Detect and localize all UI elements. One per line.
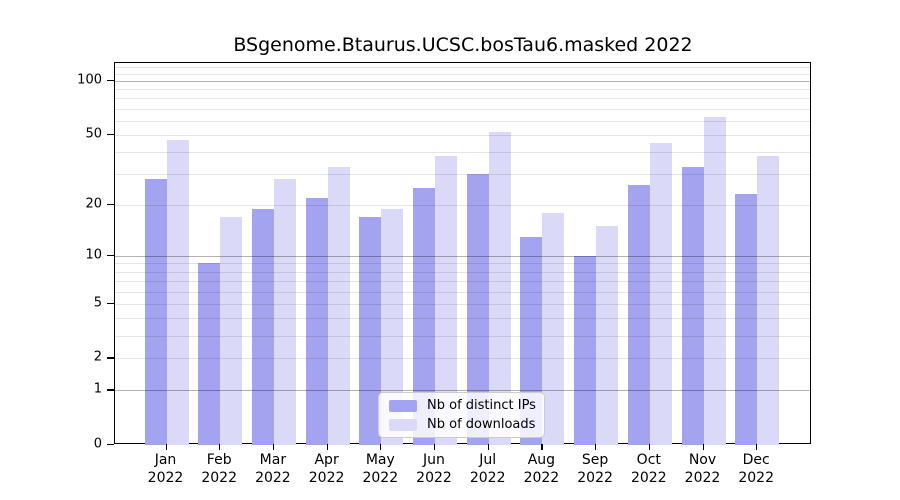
legend-item-downloads: Nb of downloads bbox=[389, 417, 536, 432]
x-tick-label-oct: Oct 2022 bbox=[630, 452, 667, 486]
x-tick-dec bbox=[756, 444, 758, 450]
y-tick-label-10: 10 bbox=[85, 247, 102, 263]
gridline-70 bbox=[115, 108, 810, 110]
gridline-5 bbox=[115, 303, 810, 305]
bar-distinct-ips-sep bbox=[574, 255, 597, 445]
legend-item-distinct-ips: Nb of distinct IPs bbox=[389, 398, 536, 413]
bar-downloads-mar bbox=[273, 179, 296, 445]
y-tick-label-2: 2 bbox=[93, 349, 102, 365]
bar-downloads-aug bbox=[542, 212, 565, 445]
y-tick-20 bbox=[107, 203, 114, 206]
bar-downloads-oct bbox=[649, 143, 672, 445]
x-tick-label-nov: Nov 2022 bbox=[684, 452, 721, 486]
x-tick-label-aug: Aug 2022 bbox=[523, 452, 560, 486]
gridline-4 bbox=[115, 318, 810, 320]
gridline-9 bbox=[115, 263, 810, 265]
x-tick-aug bbox=[541, 444, 543, 450]
gridline-2 bbox=[115, 358, 810, 360]
x-tick-apr bbox=[326, 444, 328, 450]
bar-downloads-jul bbox=[488, 131, 511, 445]
gridline-20 bbox=[115, 204, 810, 206]
bar-distinct-ips-may bbox=[359, 217, 382, 445]
bar-downloads-sep bbox=[596, 226, 619, 445]
x-tick-feb bbox=[219, 444, 221, 450]
x-tick-nov bbox=[702, 444, 704, 450]
gridline-30 bbox=[115, 174, 810, 176]
y-tick-label-100: 100 bbox=[77, 72, 102, 88]
plot-area bbox=[114, 62, 811, 445]
gridline-40 bbox=[115, 152, 810, 154]
x-tick-label-jan: Jan 2022 bbox=[147, 452, 184, 486]
x-tick-jun bbox=[434, 444, 436, 450]
bar-downloads-may bbox=[381, 208, 404, 445]
y-tick-1 bbox=[107, 389, 114, 391]
y-tick-label-0: 0 bbox=[93, 436, 102, 452]
bar-distinct-ips-apr bbox=[305, 197, 328, 445]
bar-downloads-apr bbox=[327, 166, 350, 445]
gridline-8 bbox=[115, 271, 810, 273]
x-tick-oct bbox=[648, 444, 650, 450]
y-tick-label-1: 1 bbox=[93, 381, 102, 397]
bar-distinct-ips-nov bbox=[681, 166, 704, 445]
y-tick-label-20: 20 bbox=[85, 196, 102, 212]
y-tick-2 bbox=[107, 357, 114, 359]
gridline-50 bbox=[115, 134, 810, 136]
bar-downloads-jan bbox=[166, 139, 189, 445]
legend-swatch-downloads bbox=[389, 418, 417, 431]
x-tick-sep bbox=[595, 444, 597, 450]
x-tick-label-dec: Dec 2022 bbox=[738, 452, 775, 486]
y-tick-100 bbox=[107, 80, 114, 82]
x-tick-label-jun: Jun 2022 bbox=[416, 452, 452, 486]
y-tick-label-50: 50 bbox=[85, 126, 102, 142]
bar-distinct-ips-dec bbox=[735, 194, 758, 445]
x-tick-label-sep: Sep 2022 bbox=[577, 452, 613, 486]
x-tick-label-jul: Jul 2022 bbox=[469, 452, 506, 486]
y-tick-label-5: 5 bbox=[93, 295, 102, 311]
gridline-80 bbox=[115, 98, 810, 100]
y-tick-0 bbox=[107, 444, 114, 446]
gridline-1 bbox=[115, 390, 810, 392]
gridline-7 bbox=[115, 281, 810, 283]
legend-swatch-distinct-ips bbox=[389, 399, 417, 412]
bar-distinct-ips-feb bbox=[198, 263, 221, 445]
bar-downloads-dec bbox=[757, 156, 780, 445]
legend-label-distinct-ips: Nb of distinct IPs bbox=[427, 398, 536, 413]
y-tick-10 bbox=[107, 254, 114, 257]
x-tick-mar bbox=[272, 444, 275, 450]
gridline-60 bbox=[115, 120, 810, 122]
bar-distinct-ips-oct bbox=[627, 185, 650, 445]
gridline-90 bbox=[115, 89, 810, 91]
gridline-6 bbox=[115, 291, 810, 293]
gridline-10 bbox=[115, 255, 810, 257]
bar-distinct-ips-mar bbox=[251, 208, 274, 445]
x-tick-label-apr: Apr 2022 bbox=[308, 452, 345, 486]
y-tick-50 bbox=[107, 133, 114, 136]
gridline-3 bbox=[115, 335, 810, 337]
y-tick-5 bbox=[107, 302, 114, 304]
bar-distinct-ips-jul bbox=[466, 174, 489, 445]
legend-label-downloads: Nb of downloads bbox=[427, 417, 536, 432]
x-tick-label-mar: Mar 2022 bbox=[255, 452, 291, 486]
x-tick-label-feb: Feb 2022 bbox=[201, 452, 238, 486]
gridline-120 bbox=[115, 66, 810, 68]
gridline-100 bbox=[115, 81, 810, 83]
x-tick-jan bbox=[165, 444, 167, 450]
legend: Nb of distinct IPs Nb of downloads bbox=[378, 392, 545, 438]
chart-title: BSgenome.Btaurus.UCSC.bosTau6.masked 202… bbox=[233, 34, 693, 56]
x-tick-may bbox=[380, 444, 382, 450]
bar-downloads-feb bbox=[220, 217, 243, 445]
bar-downloads-nov bbox=[703, 117, 726, 445]
bar-downloads-jun bbox=[435, 156, 457, 445]
bar-distinct-ips-jan bbox=[144, 179, 167, 445]
x-tick-jul bbox=[487, 444, 489, 450]
bar-distinct-ips-jun bbox=[413, 188, 435, 445]
gridline-110 bbox=[115, 73, 810, 75]
x-tick-label-may: May 2022 bbox=[362, 452, 399, 486]
